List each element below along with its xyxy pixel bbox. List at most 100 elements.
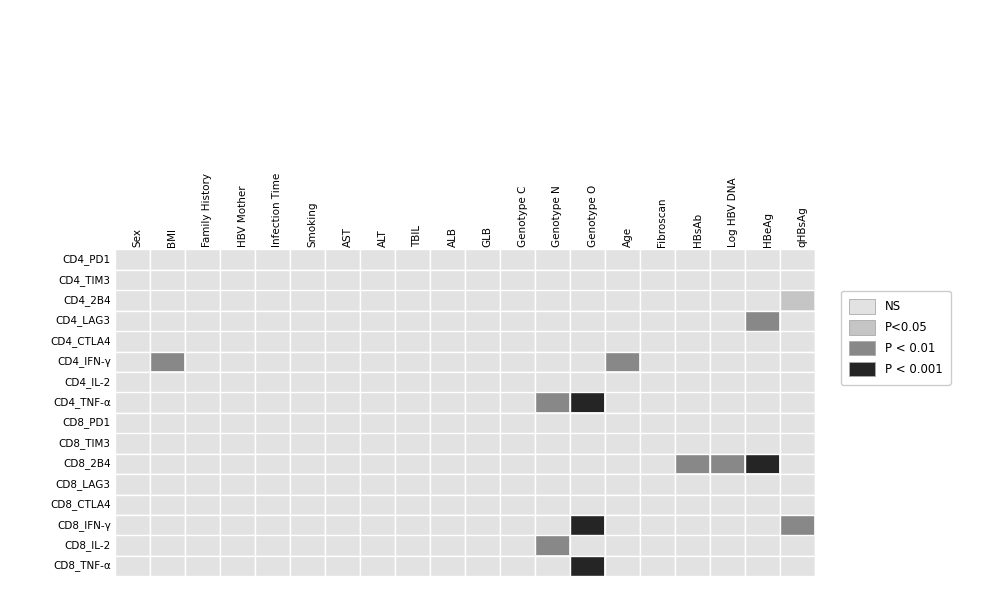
Bar	[711, 332, 744, 351]
Bar	[781, 372, 814, 392]
Bar	[396, 495, 429, 514]
Bar	[431, 434, 464, 453]
Bar	[536, 372, 569, 392]
Bar	[606, 372, 639, 392]
Bar	[186, 291, 219, 310]
Bar	[326, 536, 359, 555]
Bar	[116, 454, 149, 473]
Bar	[466, 495, 499, 514]
Bar	[396, 352, 429, 371]
Bar	[466, 434, 499, 453]
Bar	[711, 270, 744, 290]
Bar	[571, 475, 604, 494]
Bar	[256, 250, 289, 269]
Bar	[536, 270, 569, 290]
Bar	[536, 332, 569, 351]
Bar	[711, 495, 744, 514]
Bar	[466, 413, 499, 432]
Bar	[326, 475, 359, 494]
Bar	[291, 250, 324, 269]
Bar	[781, 413, 814, 432]
Bar	[466, 536, 499, 555]
Bar	[361, 434, 394, 453]
Bar	[606, 557, 639, 576]
Bar	[536, 352, 569, 371]
Bar	[361, 393, 394, 412]
Bar	[151, 352, 184, 371]
Bar	[606, 495, 639, 514]
Bar	[396, 557, 429, 576]
Bar	[676, 413, 709, 432]
Bar	[326, 434, 359, 453]
Bar	[396, 413, 429, 432]
Bar	[361, 332, 394, 351]
Bar	[571, 372, 604, 392]
Bar	[221, 516, 254, 535]
Bar	[361, 495, 394, 514]
Bar	[641, 413, 674, 432]
Bar	[711, 454, 744, 473]
Bar	[116, 311, 149, 330]
Bar	[501, 495, 534, 514]
Bar	[361, 413, 394, 432]
Bar	[151, 250, 184, 269]
Bar	[571, 393, 604, 412]
Bar	[781, 270, 814, 290]
Bar	[536, 536, 569, 555]
Bar	[326, 291, 359, 310]
Bar	[466, 332, 499, 351]
Bar	[571, 270, 604, 290]
Bar	[256, 454, 289, 473]
Bar	[221, 270, 254, 290]
Bar	[676, 516, 709, 535]
Bar	[571, 332, 604, 351]
Bar	[256, 372, 289, 392]
Legend: NS, P<0.05, P < 0.01, P < 0.001: NS, P<0.05, P < 0.01, P < 0.001	[841, 291, 951, 385]
Bar	[291, 475, 324, 494]
Bar	[291, 291, 324, 310]
Bar	[221, 393, 254, 412]
Bar	[711, 434, 744, 453]
Bar	[676, 332, 709, 351]
Bar	[641, 393, 674, 412]
Bar	[186, 495, 219, 514]
Bar	[186, 250, 219, 269]
Bar	[151, 557, 184, 576]
Bar	[151, 311, 184, 330]
Bar	[781, 536, 814, 555]
Bar	[431, 454, 464, 473]
Bar	[326, 495, 359, 514]
Bar	[746, 291, 779, 310]
Bar	[501, 291, 534, 310]
Bar	[151, 393, 184, 412]
Bar	[571, 516, 604, 535]
Bar	[221, 332, 254, 351]
Bar	[361, 352, 394, 371]
Bar	[641, 516, 674, 535]
Bar	[431, 250, 464, 269]
Bar	[781, 454, 814, 473]
Bar	[781, 516, 814, 535]
Bar	[501, 250, 534, 269]
Bar	[291, 454, 324, 473]
Bar	[746, 393, 779, 412]
Bar	[291, 495, 324, 514]
Bar	[676, 270, 709, 290]
Bar	[431, 352, 464, 371]
Bar	[571, 495, 604, 514]
Bar	[536, 516, 569, 535]
Bar	[606, 536, 639, 555]
Bar	[536, 475, 569, 494]
Bar	[396, 311, 429, 330]
Bar	[711, 291, 744, 310]
Bar	[571, 311, 604, 330]
Bar	[746, 516, 779, 535]
Bar	[571, 352, 604, 371]
Bar	[256, 434, 289, 453]
Bar	[501, 372, 534, 392]
Bar	[116, 413, 149, 432]
Bar	[116, 434, 149, 453]
Bar	[536, 291, 569, 310]
Bar	[326, 352, 359, 371]
Bar	[466, 352, 499, 371]
